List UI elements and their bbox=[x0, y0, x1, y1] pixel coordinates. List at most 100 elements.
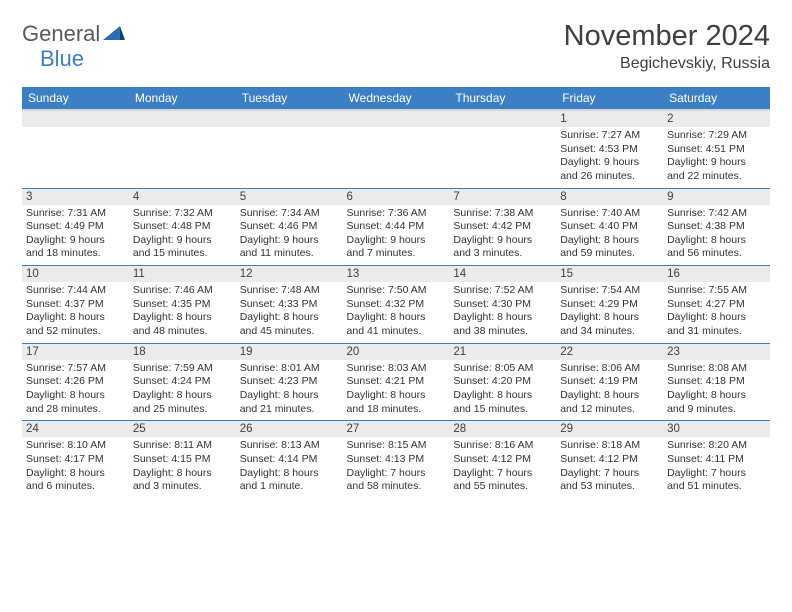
day-details: Sunrise: 8:05 AMSunset: 4:20 PMDaylight:… bbox=[449, 360, 556, 421]
day-number: 10 bbox=[22, 266, 129, 282]
day-number: 25 bbox=[129, 421, 236, 437]
day-cell: 19Sunrise: 8:01 AMSunset: 4:23 PMDayligh… bbox=[236, 343, 343, 421]
day-number: 15 bbox=[556, 266, 663, 282]
day-details: Sunrise: 7:55 AMSunset: 4:27 PMDaylight:… bbox=[663, 282, 770, 343]
day-number: 12 bbox=[236, 266, 343, 282]
day-number: 9 bbox=[663, 189, 770, 205]
day-details: Sunrise: 8:01 AMSunset: 4:23 PMDaylight:… bbox=[236, 360, 343, 421]
day-details: Sunrise: 7:44 AMSunset: 4:37 PMDaylight:… bbox=[22, 282, 129, 343]
day-details: Sunrise: 8:11 AMSunset: 4:15 PMDaylight:… bbox=[129, 437, 236, 498]
day-details: Sunrise: 7:46 AMSunset: 4:35 PMDaylight:… bbox=[129, 282, 236, 343]
day-number: 2 bbox=[663, 111, 770, 127]
day-cell: 25Sunrise: 8:11 AMSunset: 4:15 PMDayligh… bbox=[129, 421, 236, 498]
day-number: 17 bbox=[22, 344, 129, 360]
day-number: 21 bbox=[449, 344, 556, 360]
day-number: 29 bbox=[556, 421, 663, 437]
day-details: Sunrise: 7:31 AMSunset: 4:49 PMDaylight:… bbox=[22, 205, 129, 266]
day-details: Sunrise: 8:13 AMSunset: 4:14 PMDaylight:… bbox=[236, 437, 343, 498]
day-number: 8 bbox=[556, 189, 663, 205]
day-cell: 27Sunrise: 8:15 AMSunset: 4:13 PMDayligh… bbox=[343, 421, 450, 498]
day-cell: 20Sunrise: 8:03 AMSunset: 4:21 PMDayligh… bbox=[343, 343, 450, 421]
day-cell: 4Sunrise: 7:32 AMSunset: 4:48 PMDaylight… bbox=[129, 188, 236, 266]
day-cell: 7Sunrise: 7:38 AMSunset: 4:42 PMDaylight… bbox=[449, 188, 556, 266]
calendar-row: 1Sunrise: 7:27 AMSunset: 4:53 PMDaylight… bbox=[22, 110, 770, 188]
day-details: Sunrise: 8:03 AMSunset: 4:21 PMDaylight:… bbox=[343, 360, 450, 421]
day-number: 27 bbox=[343, 421, 450, 437]
day-details: Sunrise: 8:08 AMSunset: 4:18 PMDaylight:… bbox=[663, 360, 770, 421]
day-details: Sunrise: 8:16 AMSunset: 4:12 PMDaylight:… bbox=[449, 437, 556, 498]
day-cell: 10Sunrise: 7:44 AMSunset: 4:37 PMDayligh… bbox=[22, 266, 129, 344]
empty-cell bbox=[236, 110, 343, 188]
calendar-row: 24Sunrise: 8:10 AMSunset: 4:17 PMDayligh… bbox=[22, 421, 770, 498]
weekday-header-row: SundayMondayTuesdayWednesdayThursdayFrid… bbox=[22, 87, 770, 110]
day-cell: 1Sunrise: 7:27 AMSunset: 4:53 PMDaylight… bbox=[556, 110, 663, 188]
day-number: 1 bbox=[556, 111, 663, 127]
weekday-header: Tuesday bbox=[236, 87, 343, 110]
day-details: Sunrise: 8:15 AMSunset: 4:13 PMDaylight:… bbox=[343, 437, 450, 498]
calendar-row: 3Sunrise: 7:31 AMSunset: 4:49 PMDaylight… bbox=[22, 188, 770, 266]
day-number: 7 bbox=[449, 189, 556, 205]
empty-cell bbox=[22, 110, 129, 188]
day-number: 6 bbox=[343, 189, 450, 205]
header: General Blue November 2024 Begichevskiy,… bbox=[22, 20, 770, 73]
day-number: 30 bbox=[663, 421, 770, 437]
day-details: Sunrise: 7:48 AMSunset: 4:33 PMDaylight:… bbox=[236, 282, 343, 343]
day-cell: 9Sunrise: 7:42 AMSunset: 4:38 PMDaylight… bbox=[663, 188, 770, 266]
day-details: Sunrise: 7:32 AMSunset: 4:48 PMDaylight:… bbox=[129, 205, 236, 266]
day-cell: 17Sunrise: 7:57 AMSunset: 4:26 PMDayligh… bbox=[22, 343, 129, 421]
day-details: Sunrise: 8:06 AMSunset: 4:19 PMDaylight:… bbox=[556, 360, 663, 421]
weekday-header: Thursday bbox=[449, 87, 556, 110]
day-cell: 22Sunrise: 8:06 AMSunset: 4:19 PMDayligh… bbox=[556, 343, 663, 421]
day-number: 13 bbox=[343, 266, 450, 282]
day-number: 4 bbox=[129, 189, 236, 205]
day-details: Sunrise: 7:52 AMSunset: 4:30 PMDaylight:… bbox=[449, 282, 556, 343]
day-details: Sunrise: 7:57 AMSunset: 4:26 PMDaylight:… bbox=[22, 360, 129, 421]
day-details: Sunrise: 8:18 AMSunset: 4:12 PMDaylight:… bbox=[556, 437, 663, 498]
day-number: 18 bbox=[129, 344, 236, 360]
month-title: November 2024 bbox=[564, 20, 770, 53]
calendar-body: 1Sunrise: 7:27 AMSunset: 4:53 PMDaylight… bbox=[22, 110, 770, 498]
empty-cell bbox=[449, 110, 556, 188]
day-cell: 14Sunrise: 7:52 AMSunset: 4:30 PMDayligh… bbox=[449, 266, 556, 344]
day-cell: 16Sunrise: 7:55 AMSunset: 4:27 PMDayligh… bbox=[663, 266, 770, 344]
day-details: Sunrise: 8:10 AMSunset: 4:17 PMDaylight:… bbox=[22, 437, 129, 498]
day-number: 16 bbox=[663, 266, 770, 282]
calendar-table: SundayMondayTuesdayWednesdayThursdayFrid… bbox=[22, 87, 770, 498]
location: Begichevskiy, Russia bbox=[564, 55, 770, 73]
day-number: 28 bbox=[449, 421, 556, 437]
day-cell: 21Sunrise: 8:05 AMSunset: 4:20 PMDayligh… bbox=[449, 343, 556, 421]
empty-cell bbox=[129, 110, 236, 188]
empty-cell bbox=[343, 110, 450, 188]
day-cell: 12Sunrise: 7:48 AMSunset: 4:33 PMDayligh… bbox=[236, 266, 343, 344]
day-number: 11 bbox=[129, 266, 236, 282]
day-details: Sunrise: 7:38 AMSunset: 4:42 PMDaylight:… bbox=[449, 205, 556, 266]
day-cell: 24Sunrise: 8:10 AMSunset: 4:17 PMDayligh… bbox=[22, 421, 129, 498]
day-number: 26 bbox=[236, 421, 343, 437]
day-details: Sunrise: 7:42 AMSunset: 4:38 PMDaylight:… bbox=[663, 205, 770, 266]
title-block: November 2024 Begichevskiy, Russia bbox=[564, 20, 770, 73]
weekday-header: Friday bbox=[556, 87, 663, 110]
day-number: 24 bbox=[22, 421, 129, 437]
logo-word1: General bbox=[22, 21, 100, 46]
day-details: Sunrise: 7:50 AMSunset: 4:32 PMDaylight:… bbox=[343, 282, 450, 343]
day-cell: 3Sunrise: 7:31 AMSunset: 4:49 PMDaylight… bbox=[22, 188, 129, 266]
day-number: 3 bbox=[22, 189, 129, 205]
day-number: 22 bbox=[556, 344, 663, 360]
day-cell: 18Sunrise: 7:59 AMSunset: 4:24 PMDayligh… bbox=[129, 343, 236, 421]
day-details: Sunrise: 7:40 AMSunset: 4:40 PMDaylight:… bbox=[556, 205, 663, 266]
weekday-header: Wednesday bbox=[343, 87, 450, 110]
day-details: Sunrise: 7:54 AMSunset: 4:29 PMDaylight:… bbox=[556, 282, 663, 343]
day-number: 5 bbox=[236, 189, 343, 205]
day-cell: 8Sunrise: 7:40 AMSunset: 4:40 PMDaylight… bbox=[556, 188, 663, 266]
day-cell: 23Sunrise: 8:08 AMSunset: 4:18 PMDayligh… bbox=[663, 343, 770, 421]
day-details: Sunrise: 7:59 AMSunset: 4:24 PMDaylight:… bbox=[129, 360, 236, 421]
day-cell: 11Sunrise: 7:46 AMSunset: 4:35 PMDayligh… bbox=[129, 266, 236, 344]
day-details: Sunrise: 8:20 AMSunset: 4:11 PMDaylight:… bbox=[663, 437, 770, 498]
logo: General Blue bbox=[22, 20, 125, 72]
logo-icon bbox=[103, 26, 125, 44]
day-cell: 2Sunrise: 7:29 AMSunset: 4:51 PMDaylight… bbox=[663, 110, 770, 188]
day-cell: 5Sunrise: 7:34 AMSunset: 4:46 PMDaylight… bbox=[236, 188, 343, 266]
day-cell: 15Sunrise: 7:54 AMSunset: 4:29 PMDayligh… bbox=[556, 266, 663, 344]
day-details: Sunrise: 7:27 AMSunset: 4:53 PMDaylight:… bbox=[556, 127, 663, 188]
weekday-header: Monday bbox=[129, 87, 236, 110]
